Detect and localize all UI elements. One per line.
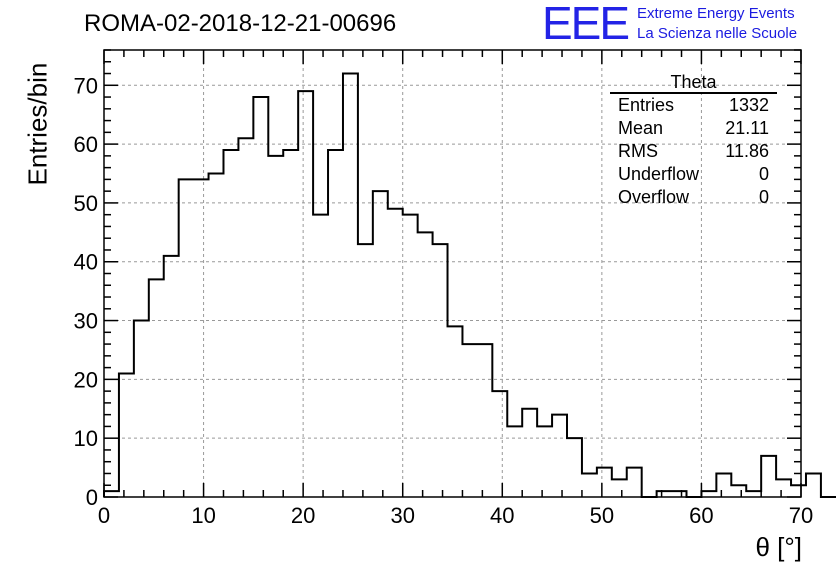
y-tick-label: 0 [86, 485, 98, 510]
stats-row-entries: Entries 1332 [610, 94, 777, 117]
stats-value: 0 [758, 187, 769, 207]
x-tick-label: 70 [789, 503, 813, 528]
y-tick-label: 30 [74, 309, 98, 334]
stats-label: Underflow [618, 164, 700, 184]
y-axis-label: Entries/bin [22, 62, 53, 186]
stats-value: 11.86 [725, 141, 769, 161]
x-tick-label: 40 [490, 503, 514, 528]
stats-label: RMS [618, 141, 658, 161]
tick-labels: 0 10 20 30 40 50 60 70 0 10 20 30 40 50 60 70 [74, 73, 814, 528]
y-tick-label: 20 [74, 367, 98, 392]
histogram-series [103, 72, 836, 498]
logo-line-2: La Scienza nelle Scuole [637, 25, 798, 42]
x-tick-label: 20 [291, 503, 315, 528]
stats-row-underflow: Underflow 0 [610, 163, 777, 186]
x-axis-label: θ [°] [755, 532, 802, 562]
x-tick-label: 60 [689, 503, 713, 528]
x-tick-label: 0 [98, 503, 110, 528]
y-tick-label: 60 [74, 132, 98, 157]
stats-box: Theta Entries 1332 Mean 21.11 RMS 11.86 … [610, 72, 777, 209]
x-tick-label: 50 [590, 503, 614, 528]
y-tick-label: 70 [74, 73, 98, 98]
y-tick-label: 40 [74, 250, 98, 275]
stats-row-mean: Mean 21.11 [610, 117, 777, 140]
x-tick-label: 10 [191, 503, 215, 528]
grid-lines [104, 50, 801, 497]
eee-logo: EEE [542, 0, 630, 49]
stats-label: Mean [618, 118, 664, 138]
stats-value: 21.11 [725, 118, 769, 138]
chart-title: ROMA-02-2018-12-21-00696 [84, 10, 397, 37]
logo-line-1: Extreme Energy Events [637, 5, 795, 22]
stats-value: 0 [758, 164, 769, 184]
axis-ticks [103, 49, 802, 498]
x-tick-label: 30 [390, 503, 414, 528]
stats-title: Theta [610, 72, 777, 94]
y-tick-label: 50 [74, 191, 98, 216]
stats-row-overflow: Overflow 0 [610, 186, 777, 209]
y-tick-label: 10 [74, 426, 98, 451]
stats-label: Entries [618, 95, 675, 115]
stats-label: Overflow [618, 187, 690, 207]
stats-row-rms: RMS 11.86 [610, 140, 777, 163]
logo-caption: Extreme Energy Events La Scienza nelle S… [637, 4, 797, 44]
stats-value: 1332 [728, 95, 769, 115]
